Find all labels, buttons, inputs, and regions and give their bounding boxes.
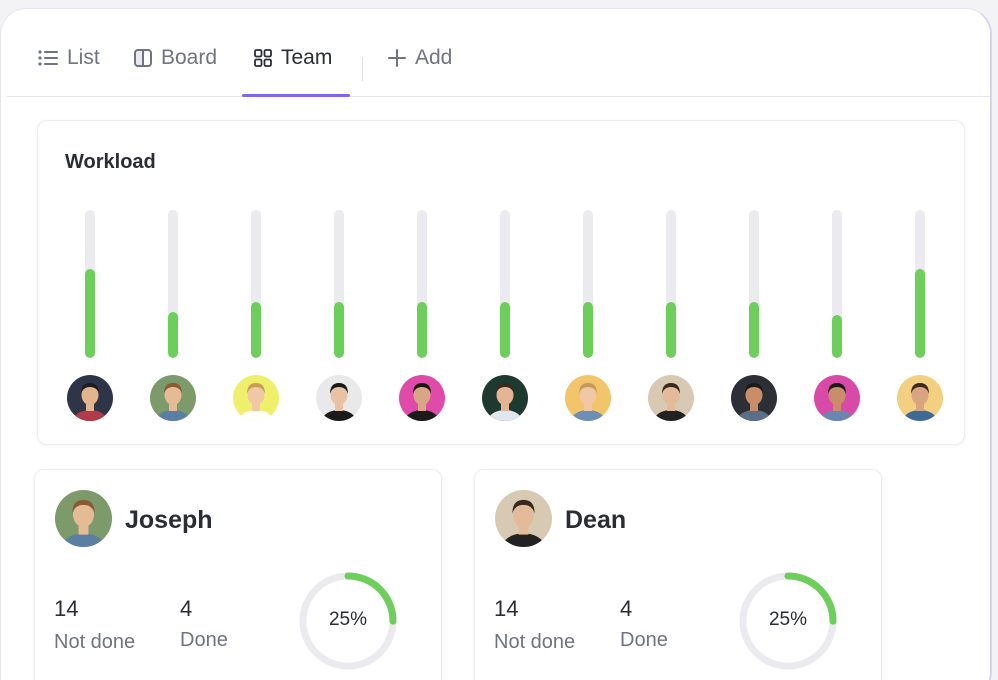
member-avatar-1[interactable] [67, 375, 113, 421]
workload-bar-fill [749, 302, 759, 358]
progress-donut [299, 572, 397, 670]
tab-board[interactable]: Board [133, 19, 217, 97]
workload-bar-4[interactable] [314, 210, 364, 421]
done-count: 4 [180, 596, 193, 621]
person-photo-icon [67, 375, 113, 421]
member-name: Joseph [125, 506, 213, 534]
workload-bar-fill [583, 302, 593, 358]
member-avatar-10[interactable] [814, 375, 860, 421]
tab-list-label: List [67, 46, 100, 69]
team-view-window: List Board Team Add [0, 8, 992, 680]
workload-bar-1[interactable] [65, 210, 115, 421]
person-photo-icon [233, 375, 279, 421]
grid-icon [254, 49, 272, 67]
workload-bar-11[interactable] [895, 210, 945, 421]
progress-percent: 25% [328, 609, 368, 630]
not-done-count: 14 [494, 596, 519, 621]
workload-bar-track [334, 210, 344, 358]
workload-card: Workload [37, 120, 965, 445]
member-avatar-9[interactable] [731, 375, 777, 421]
not-done-count: 14 [54, 596, 79, 621]
member-avatar-8[interactable] [648, 375, 694, 421]
member-card-joseph[interactable]: Joseph 14 Not done 4 Done 25% [34, 469, 442, 680]
person-photo-icon [648, 375, 694, 421]
workload-bar-track [168, 210, 178, 358]
view-tab-bar: List Board Team Add [7, 19, 990, 97]
member-avatar-11[interactable] [897, 375, 943, 421]
tab-team-label: Team [281, 46, 333, 69]
done-count: 4 [620, 596, 633, 621]
plus-icon [388, 49, 406, 67]
active-tab-indicator [242, 94, 350, 97]
workload-bar-fill [168, 312, 178, 358]
person-photo-icon [495, 490, 552, 547]
tab-team[interactable]: Team [253, 19, 332, 97]
member-card-dean[interactable]: Dean 14 Not done 4 Done 25% [474, 469, 882, 680]
member-avatar-3[interactable] [233, 375, 279, 421]
workload-bar-track [583, 210, 593, 358]
person-photo-icon [814, 375, 860, 421]
not-done-label: Not done [54, 631, 136, 653]
progress-percent: 25% [768, 609, 808, 630]
list-icon [38, 50, 58, 66]
member-avatar-2[interactable] [150, 375, 196, 421]
workload-bar-5[interactable] [397, 210, 447, 421]
progress-donut [739, 572, 837, 670]
member-avatar-5[interactable] [399, 375, 445, 421]
workload-bar-track [666, 210, 676, 358]
workload-bar-fill [500, 302, 510, 358]
avatar [55, 490, 112, 547]
tab-divider [362, 57, 363, 81]
workload-bar-track [915, 210, 925, 358]
workload-bar-3[interactable] [231, 210, 281, 421]
member-avatar-7[interactable] [565, 375, 611, 421]
person-photo-icon [399, 375, 445, 421]
workload-bar-track [85, 210, 95, 358]
workload-bar-fill [85, 269, 95, 358]
board-icon [134, 49, 152, 67]
member-avatar-4[interactable] [316, 375, 362, 421]
workload-bar-10[interactable] [812, 210, 862, 421]
tab-board-label: Board [161, 46, 218, 69]
member-name: Dean [565, 506, 627, 534]
workload-bar-fill [417, 302, 427, 358]
workload-bar-fill [832, 315, 842, 358]
done-label: Done [180, 629, 228, 651]
person-photo-icon [55, 490, 112, 547]
tab-add-label: Add [415, 46, 453, 69]
workload-bar-track [251, 210, 261, 358]
member-avatar-6[interactable] [482, 375, 528, 421]
person-photo-icon [897, 375, 943, 421]
person-photo-icon [150, 375, 196, 421]
workload-bar-8[interactable] [646, 210, 696, 421]
workload-bar-fill [915, 269, 925, 358]
workload-bar-track [832, 210, 842, 358]
workload-bar-track [500, 210, 510, 358]
person-photo-icon [731, 375, 777, 421]
workload-bar-fill [334, 302, 344, 358]
avatar [495, 490, 552, 547]
person-photo-icon [316, 375, 362, 421]
workload-bar-2[interactable] [148, 210, 198, 421]
person-photo-icon [565, 375, 611, 421]
workload-bar-6[interactable] [480, 210, 530, 421]
workload-bar-7[interactable] [563, 210, 613, 421]
workload-bar-fill [666, 302, 676, 358]
workload-title: Workload [65, 151, 156, 173]
not-done-label: Not done [494, 631, 576, 653]
person-photo-icon [482, 375, 528, 421]
workload-bar-fill [251, 302, 261, 358]
workload-bar-9[interactable] [729, 210, 779, 421]
workload-bar-track [749, 210, 759, 358]
workload-bar-track [417, 210, 427, 358]
done-label: Done [620, 629, 668, 651]
tab-add[interactable]: Add [387, 19, 452, 97]
tab-list[interactable]: List [37, 19, 100, 97]
